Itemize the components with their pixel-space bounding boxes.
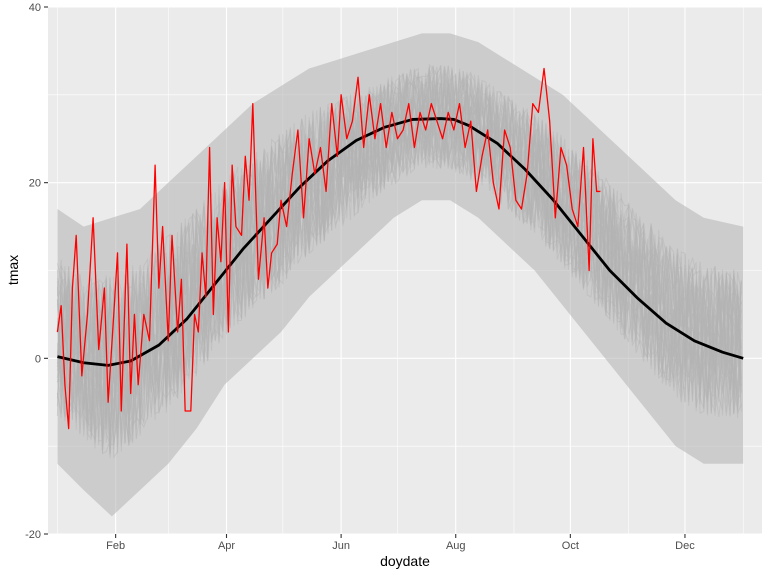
historical-year-line [56,70,742,454]
x-axis-title: doydate [380,553,430,569]
historical-year-line [56,71,742,432]
historical-year-line [56,73,742,451]
historical-year-line [56,68,742,445]
x-tick-label: Apr [218,540,235,552]
y-tick-label: -20 [25,529,41,541]
x-tick-label: Aug [446,540,466,552]
historical-year-line [56,68,742,445]
historical-year-line [56,65,742,443]
historical-year-line [56,65,742,454]
axes: -20 0 20 40 Feb Apr Jun Aug Oct Dec [25,2,695,552]
historical-year-line [56,65,742,424]
historical-year-line [56,71,742,448]
historical-year-line [56,65,742,445]
series [56,67,744,430]
historical-year-line [56,82,742,451]
historical-year-line [56,66,742,432]
historical-year-line [56,73,742,442]
historical-year-line [56,77,742,450]
historical-year-line [56,83,742,444]
historical-year-line [56,74,742,454]
historical-year-line [56,70,742,451]
y-tick-label: 20 [29,178,41,190]
x-tick-label: Feb [106,540,125,552]
historical-year-line [56,65,742,459]
historical-year-line [56,68,742,446]
historical-year-line [56,70,742,456]
historical-year-line [56,73,742,443]
historical-year-line [56,81,742,421]
historical-year-line [56,81,742,441]
x-tick-label: Oct [562,540,579,552]
historical-band [56,33,744,517]
historical-year-line [56,72,742,459]
x-tick-label: Dec [675,540,695,552]
x-tick-label: Jun [332,540,350,552]
y-tick-label: 0 [35,353,41,365]
y-tick-label: 40 [29,2,41,14]
historical-year-line [56,68,742,455]
y-axis-title: tmax [5,255,21,285]
historical-envelope [57,33,744,517]
historical-year-line [57,72,742,439]
historical-year-line [56,69,742,415]
historical-year-line [56,65,742,446]
historical-year-line [57,67,742,444]
historical-year-line [57,67,742,445]
historical-year-line [56,66,742,449]
current-year-line [56,67,601,430]
historical-year-line [57,70,742,446]
